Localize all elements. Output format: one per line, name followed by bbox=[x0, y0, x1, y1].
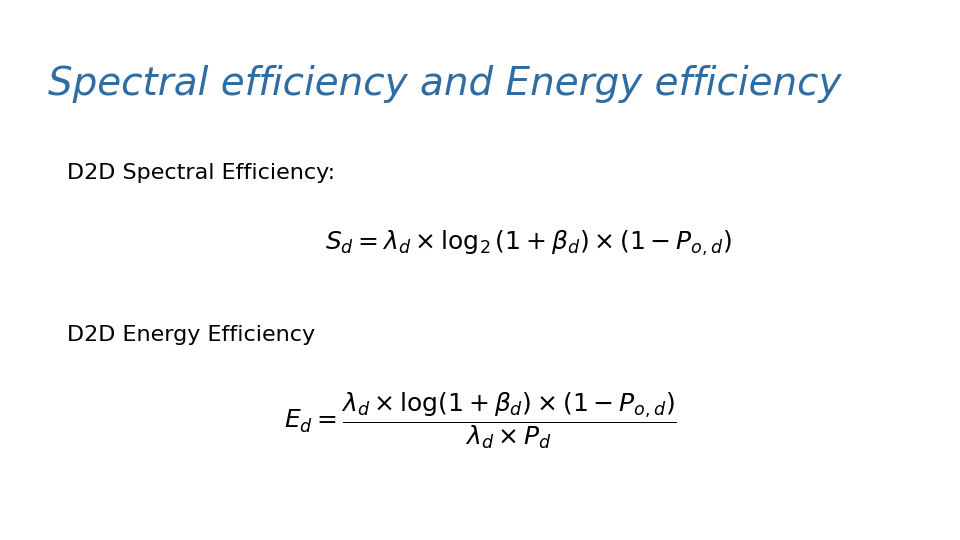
Text: $S_d = \lambda_d \times \log_2(1 + \beta_d) \times (1 - P_{o,d})$: $S_d = \lambda_d \times \log_2(1 + \beta… bbox=[324, 228, 732, 258]
Text: Spectral efficiency and Energy efficiency: Spectral efficiency and Energy efficienc… bbox=[48, 65, 842, 103]
Text: D2D Energy Efficiency: D2D Energy Efficiency bbox=[67, 325, 315, 345]
Text: D2D Spectral Efficiency:: D2D Spectral Efficiency: bbox=[67, 163, 335, 183]
Text: $E_d = \dfrac{\lambda_d \times \log(1 + \beta_d) \times (1 - P_{o,d})}{\lambda_d: $E_d = \dfrac{\lambda_d \times \log(1 + … bbox=[283, 391, 677, 451]
